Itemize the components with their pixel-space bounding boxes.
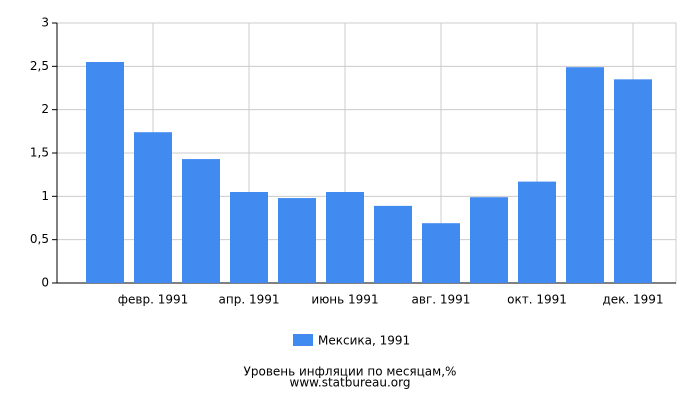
- legend-swatch: [293, 334, 313, 346]
- bar: [278, 198, 316, 283]
- y-tick-label: 0: [41, 276, 49, 290]
- bar: [470, 197, 508, 283]
- x-tick-label: окт. 1991: [507, 293, 567, 307]
- bar: [614, 79, 652, 283]
- y-tick-label: 2: [41, 102, 49, 116]
- source: www.statbureau.org: [290, 376, 411, 390]
- x-tick-label: июнь 1991: [311, 293, 378, 307]
- bar: [518, 181, 556, 283]
- bar: [134, 132, 172, 283]
- y-tick-label: 3: [41, 16, 49, 30]
- bar: [374, 205, 412, 283]
- bar: [422, 223, 460, 283]
- bar: [230, 192, 268, 283]
- bar: [86, 62, 124, 283]
- y-tick-label: 0,5: [30, 232, 49, 246]
- chart-title: Уровень инфляции по месяцам,%: [244, 365, 457, 379]
- bar: [566, 67, 604, 283]
- x-tick-label: февр. 1991: [118, 293, 189, 307]
- x-tick-label: авг. 1991: [412, 293, 471, 307]
- x-tick-label: апр. 1991: [219, 293, 280, 307]
- y-tick-label: 1,5: [30, 146, 49, 160]
- y-tick-label: 1: [41, 189, 49, 203]
- y-tick-label: 2,5: [30, 59, 49, 73]
- legend-label: Мексика, 1991: [318, 334, 410, 348]
- bar: [326, 192, 364, 283]
- bar: [182, 159, 220, 283]
- x-tick-label: дек. 1991: [602, 293, 663, 307]
